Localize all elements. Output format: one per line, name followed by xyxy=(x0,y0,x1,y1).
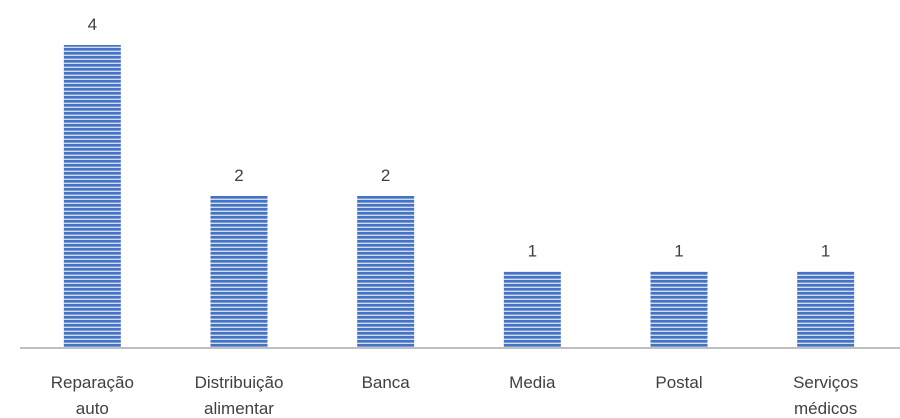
category-label-1-line-1: alimentar xyxy=(204,399,274,418)
bar-4 xyxy=(650,271,708,347)
bar-3 xyxy=(503,271,561,347)
bar-2 xyxy=(357,196,415,347)
value-label-1: 2 xyxy=(234,166,243,185)
category-label-1: Distribuição alimentar xyxy=(195,373,284,418)
category-label-5-line-0: Serviços xyxy=(793,373,858,392)
category-label-2: Banca xyxy=(362,373,411,392)
value-labels-group: 4 2 2 1 1 1 xyxy=(88,15,831,261)
category-label-3: Media xyxy=(509,373,556,392)
bar-0 xyxy=(63,45,121,347)
category-label-5: Serviços médicos xyxy=(793,373,858,418)
category-label-2-line-0: Banca xyxy=(362,373,411,392)
category-label-4: Postal xyxy=(655,373,702,392)
bar-1 xyxy=(210,196,268,347)
bars-group xyxy=(63,45,855,347)
category-labels-group: Reparação auto Distribuição alimentar Banca M… xyxy=(51,373,859,418)
category-label-1-line-0: Distribuição xyxy=(195,373,284,392)
category-label-0-line-0: Reparação xyxy=(51,373,134,392)
value-label-4: 1 xyxy=(674,242,683,261)
bar-5 xyxy=(797,271,855,347)
value-label-3: 1 xyxy=(528,242,537,261)
category-label-3-line-0: Media xyxy=(509,373,556,392)
category-label-0: Reparação auto xyxy=(51,373,134,418)
value-label-2: 2 xyxy=(381,166,390,185)
category-label-4-line-0: Postal xyxy=(655,373,702,392)
value-label-5: 1 xyxy=(821,242,830,261)
category-label-5-line-1: médicos xyxy=(794,399,857,418)
value-label-0: 4 xyxy=(88,15,97,34)
category-label-0-line-1: auto xyxy=(76,399,109,418)
